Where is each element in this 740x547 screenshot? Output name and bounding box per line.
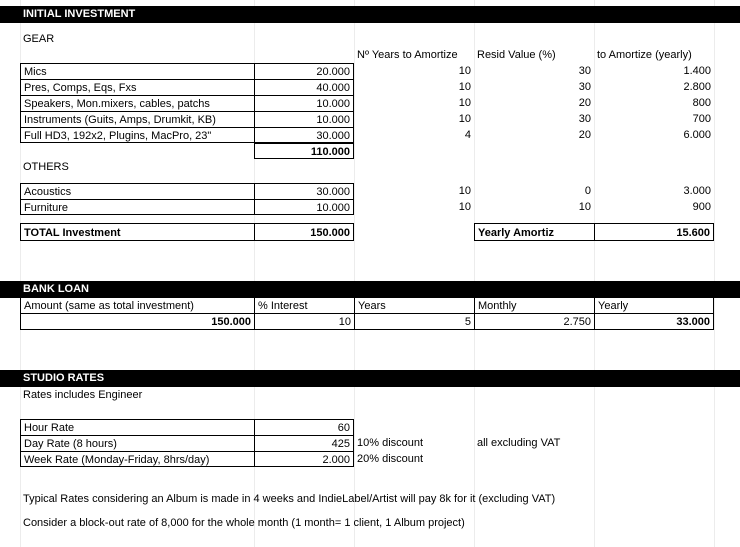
rate-note2: all excluding VAT <box>474 435 594 451</box>
loan-interest-label: % Interest <box>254 298 354 314</box>
table-row: Full HD3, 192x2, Plugins, MacPro, 23"30.… <box>0 127 740 143</box>
table-row: Hour Rate60 <box>0 419 740 435</box>
others-amount: 10.000 <box>254 199 354 215</box>
gear-yearly: 2.800 <box>594 79 714 95</box>
table-row: Mics20.00010301.400 <box>0 63 740 79</box>
gear-amount: 20.000 <box>254 63 354 79</box>
gear-years: 10 <box>354 95 474 111</box>
title: STUDIO RATES <box>20 370 107 387</box>
title: BANK LOAN <box>20 281 92 298</box>
loan-yearly-label: Yearly <box>594 298 714 314</box>
gear-yearly: 700 <box>594 111 714 127</box>
others-yearly: 3.000 <box>594 183 714 199</box>
gear-subtotal: 110.000 <box>254 143 354 159</box>
loan-monthly-label: Monthly <box>474 298 594 314</box>
total-investment-amount: 150.000 <box>254 223 354 241</box>
col-resid-value: Resid Value (%) <box>474 47 594 63</box>
gear-label: GEAR <box>20 31 254 47</box>
total-investment-label: TOTAL Investment <box>20 223 254 241</box>
table-row: Speakers, Mon.mixers, cables, patchs10.0… <box>0 95 740 111</box>
table-row: Acoustics30.0001003.000 <box>0 183 740 199</box>
gear-amount: 10.000 <box>254 111 354 127</box>
section-header-bank-loan: BANK LOAN <box>0 281 740 298</box>
others-resid: 0 <box>474 183 594 199</box>
rate-label: Week Rate (Monday-Friday, 8hrs/day) <box>20 451 254 467</box>
yearly-amortiz-label: Yearly Amortiz <box>474 223 594 241</box>
gear-amount: 10.000 <box>254 95 354 111</box>
others-amount: 30.000 <box>254 183 354 199</box>
title: INITIAL INVESTMENT <box>20 6 138 23</box>
table-row: Pres, Comps, Eqs, Fxs40.00010302.800 <box>0 79 740 95</box>
loan-monthly: 2.750 <box>474 314 594 330</box>
gear-resid: 30 <box>474 111 594 127</box>
rate-note1: 20% discount <box>354 451 474 467</box>
section-header-studio-rates: STUDIO RATES <box>0 370 740 387</box>
gear-label: Full HD3, 192x2, Plugins, MacPro, 23" <box>20 127 254 143</box>
rate-value: 425 <box>254 435 354 451</box>
section-header-initial-investment: INITIAL INVESTMENT <box>0 6 740 23</box>
col-years-amortize: Nº Years to Amortize <box>354 47 474 63</box>
gear-resid: 30 <box>474 63 594 79</box>
loan-interest: 10 <box>254 314 354 330</box>
gear-yearly: 6.000 <box>594 127 714 143</box>
others-label: Furniture <box>20 199 254 215</box>
gear-amount: 30.000 <box>254 127 354 143</box>
loan-yearly: 33.000 <box>594 314 714 330</box>
gear-resid: 30 <box>474 79 594 95</box>
gear-years: 10 <box>354 63 474 79</box>
others-label: OTHERS <box>20 159 254 175</box>
gear-label: Speakers, Mon.mixers, cables, patchs <box>20 95 254 111</box>
gear-years: 10 <box>354 79 474 95</box>
yearly-amortiz-value: 15.600 <box>594 223 714 241</box>
rate-label: Day Rate (8 hours) <box>20 435 254 451</box>
loan-amount: 150.000 <box>20 314 254 330</box>
others-yearly: 900 <box>594 199 714 215</box>
others-resid: 10 <box>474 199 594 215</box>
gear-label: Mics <box>20 63 254 79</box>
loan-years-label: Years <box>354 298 474 314</box>
gear-years: 10 <box>354 111 474 127</box>
gear-amount: 40.000 <box>254 79 354 95</box>
studio-footnote-2: Consider a block-out rate of 8,000 for t… <box>20 515 714 531</box>
studio-footnote-1: Typical Rates considering an Album is ma… <box>20 491 714 507</box>
gear-resid: 20 <box>474 127 594 143</box>
table-row: Furniture10.0001010900 <box>0 199 740 215</box>
rate-value: 60 <box>254 419 354 435</box>
rate-note1 <box>354 419 474 435</box>
others-label: Acoustics <box>20 183 254 199</box>
gear-yearly: 800 <box>594 95 714 111</box>
others-years: 10 <box>354 183 474 199</box>
gear-label: Pres, Comps, Eqs, Fxs <box>20 79 254 95</box>
rate-value: 2.000 <box>254 451 354 467</box>
rate-label: Hour Rate <box>20 419 254 435</box>
gear-yearly: 1.400 <box>594 63 714 79</box>
col-to-amortize-yearly: to Amortize (yearly) <box>594 47 714 63</box>
table-row: Instruments (Guits, Amps, Drumkit, KB)10… <box>0 111 740 127</box>
studio-subtitle: Rates includes Engineer <box>20 387 254 403</box>
table-row: Week Rate (Monday-Friday, 8hrs/day)2.000… <box>0 451 740 467</box>
rate-note2 <box>474 419 594 435</box>
loan-amount-label: Amount (same as total investment) <box>20 298 254 314</box>
gear-years: 4 <box>354 127 474 143</box>
rate-note2 <box>474 451 594 467</box>
table-row: Day Rate (8 hours)42510% discountall exc… <box>0 435 740 451</box>
gear-resid: 20 <box>474 95 594 111</box>
rate-note1: 10% discount <box>354 435 474 451</box>
others-years: 10 <box>354 199 474 215</box>
gear-label: Instruments (Guits, Amps, Drumkit, KB) <box>20 111 254 127</box>
loan-years: 5 <box>354 314 474 330</box>
